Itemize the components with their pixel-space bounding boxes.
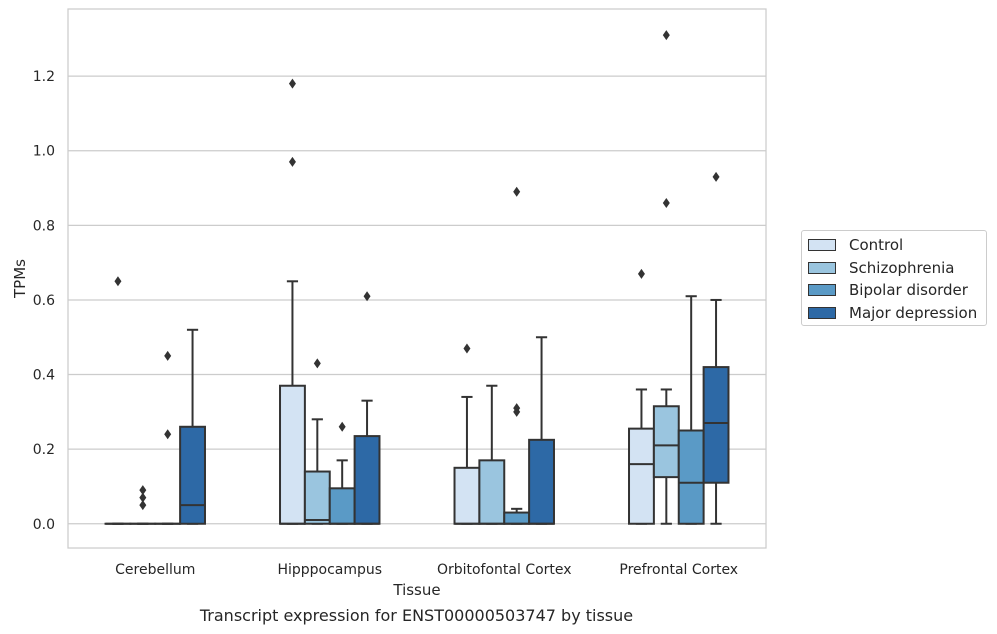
box — [628, 427, 655, 525]
box-group — [677, 295, 705, 525]
outlier-point — [662, 197, 670, 208]
box-group — [652, 30, 680, 525]
y-tick-label: 0.4 — [33, 368, 55, 384]
tick-layer: 0.0 0.2 0.4 0.6 0.8 1.0 1.2 Cerebellum Hipppocam… — [33, 69, 738, 578]
outlier-point — [164, 429, 172, 440]
legend-swatch-schizophrenia — [808, 262, 836, 274]
box-group — [279, 78, 306, 525]
legend-label-bipolar-disorder: Bipolar disorder — [849, 281, 968, 299]
box — [303, 470, 331, 525]
box-group — [528, 336, 555, 525]
outlier-point — [114, 276, 122, 287]
x-tick-label: Prefrontal Cortex — [619, 562, 738, 578]
outlier-point — [139, 500, 147, 511]
box-group — [628, 268, 655, 525]
box-group — [129, 485, 157, 525]
legend: Control Schizophrenia Bipolar disorder M… — [801, 230, 987, 326]
box — [478, 459, 506, 525]
box — [677, 429, 705, 525]
y-tick-label: 0.2 — [33, 442, 55, 458]
box — [528, 438, 555, 525]
legend-item-bipolar-disorder: Bipolar disorder — [808, 280, 968, 300]
outlier-point — [139, 492, 147, 503]
box — [702, 366, 730, 484]
box — [353, 435, 381, 525]
outlier-point — [712, 171, 720, 182]
outlier-point — [338, 421, 346, 432]
y-tick-label: 0.8 — [33, 218, 55, 234]
box — [328, 487, 356, 525]
legend-item-schizophrenia: Schizophrenia — [808, 258, 954, 278]
box-layer — [104, 30, 730, 525]
box-group — [453, 343, 481, 525]
legend-swatch-control — [808, 239, 836, 251]
legend-label-major-depression: Major depression — [849, 304, 978, 322]
y-tick-label: 1.2 — [33, 69, 55, 85]
box — [503, 511, 531, 525]
x-axis-title: Tissue — [392, 581, 440, 599]
box-group — [328, 421, 356, 525]
legend-item-major-depression: Major depression — [808, 303, 977, 323]
x-tick-label: Hipppocampus — [277, 562, 382, 578]
outlier-point — [513, 403, 521, 414]
x-tick-label: Orbitofontal Cortex — [437, 562, 572, 578]
box-group — [179, 328, 206, 525]
box-group — [104, 276, 132, 525]
outlier-point — [513, 186, 521, 197]
box-group — [503, 186, 531, 525]
x-tick-label: Cerebellum — [115, 562, 195, 578]
box-group — [478, 384, 506, 525]
box — [179, 425, 206, 525]
box — [652, 405, 680, 479]
box-group — [353, 291, 381, 525]
y-axis-title: TPMs — [11, 259, 29, 299]
box-group — [154, 350, 182, 525]
legend-item-control: Control — [808, 235, 903, 255]
outlier-point — [288, 78, 296, 89]
box — [279, 384, 306, 525]
y-tick-label: 1.0 — [33, 144, 55, 160]
outlier-point — [662, 30, 670, 41]
box-group — [303, 358, 331, 525]
plot-frame — [67, 8, 767, 549]
box — [453, 466, 481, 525]
outlier-point — [463, 343, 471, 354]
y-tick-label: 0.6 — [33, 293, 55, 309]
outlier-point — [637, 268, 645, 279]
outlier-point — [164, 350, 172, 361]
box-group — [702, 171, 730, 525]
legend-swatch-bipolar-disorder — [808, 284, 836, 296]
legend-label-schizophrenia: Schizophrenia — [849, 259, 955, 277]
outlier-point — [139, 485, 147, 496]
legend-swatch-major-depression — [808, 307, 836, 319]
y-tick-label: 0.0 — [33, 517, 55, 533]
outlier-point — [288, 156, 296, 167]
legend-label-control: Control — [849, 236, 904, 254]
outlier-point — [363, 291, 371, 302]
outlier-point — [313, 358, 321, 369]
chart-caption: Transcript expression for ENST0000050374… — [199, 606, 634, 625]
